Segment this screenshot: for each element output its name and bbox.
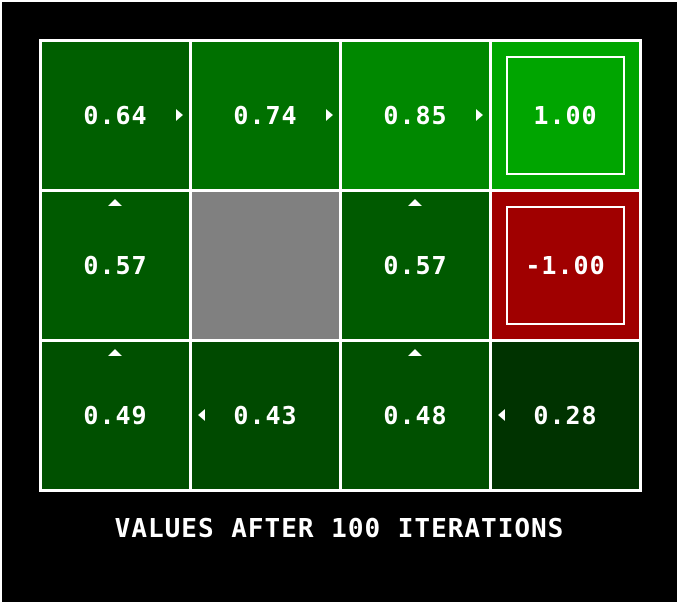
arrow-right-icon: [476, 109, 483, 121]
terminal-cell: 1.00: [492, 42, 639, 189]
grid-cell: 0.57: [342, 192, 489, 339]
value-grid: 0.64 0.74 0.85 1.00 0.57 0.57 -1.00 0.49 0.43 0.4…: [39, 39, 642, 492]
arrow-up-icon: [108, 349, 122, 356]
cell-value: 0.85: [342, 42, 489, 189]
arrow-right-icon: [176, 109, 183, 121]
cell-value: 0.57: [42, 192, 189, 339]
cell-value: 0.64: [42, 42, 189, 189]
arrow-up-icon: [408, 199, 422, 206]
grid-cell: 0.43: [192, 342, 339, 489]
arrow-right-icon: [326, 109, 333, 121]
grid-cell: 0.28: [492, 342, 639, 489]
cell-value: 0.43: [192, 342, 339, 489]
cell-value: 0.48: [342, 342, 489, 489]
cell-value: 0.57: [342, 192, 489, 339]
terminal-cell: -1.00: [492, 192, 639, 339]
arrow-up-icon: [108, 199, 122, 206]
wall-cell: [192, 192, 339, 339]
cell-value: -1.00: [492, 192, 639, 339]
arrow-left-icon: [498, 409, 505, 421]
cell-value: 0.49: [42, 342, 189, 489]
cell-value: 0.28: [492, 342, 639, 489]
grid-cell: 0.74: [192, 42, 339, 189]
grid-cell: 0.48: [342, 342, 489, 489]
grid-cell: 0.85: [342, 42, 489, 189]
arrow-left-icon: [198, 409, 205, 421]
cell-value: 0.74: [192, 42, 339, 189]
arrow-up-icon: [408, 349, 422, 356]
grid-cell: 0.57: [42, 192, 189, 339]
cell-value: 1.00: [492, 42, 639, 189]
grid-cell: 0.64: [42, 42, 189, 189]
iterations-caption: VALUES AFTER 100 ITERATIONS: [2, 514, 677, 544]
grid-cell: 0.49: [42, 342, 189, 489]
